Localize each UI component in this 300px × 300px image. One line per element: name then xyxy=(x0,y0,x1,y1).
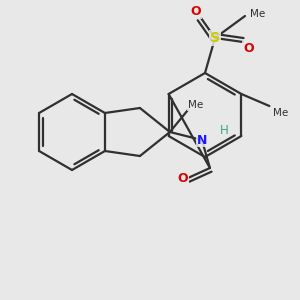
Text: H: H xyxy=(220,124,229,136)
Text: Me: Me xyxy=(188,100,203,110)
Text: Me: Me xyxy=(273,108,289,118)
Text: O: O xyxy=(177,172,188,184)
Text: O: O xyxy=(190,5,201,18)
Text: N: N xyxy=(197,134,207,146)
Text: Me: Me xyxy=(250,9,265,19)
Text: O: O xyxy=(243,42,254,55)
Text: S: S xyxy=(210,31,220,45)
